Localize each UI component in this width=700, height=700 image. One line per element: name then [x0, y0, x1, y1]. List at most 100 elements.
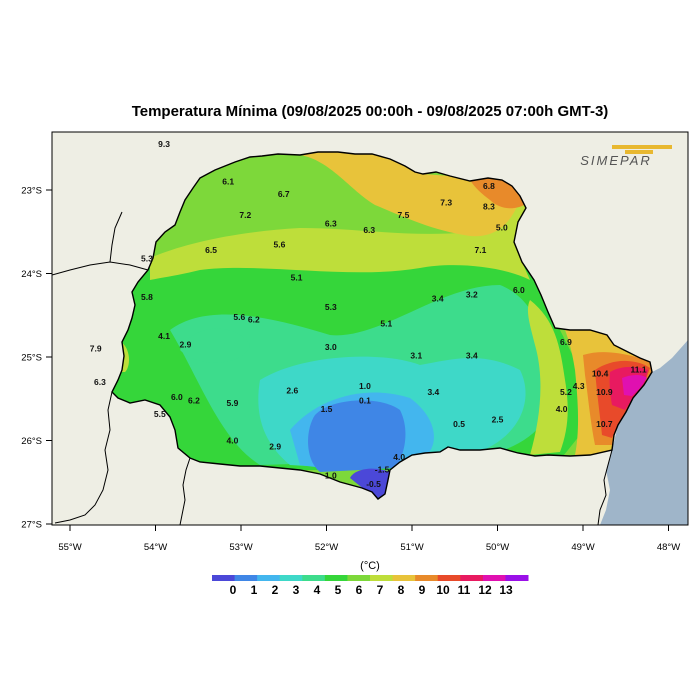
- station-value-label: 9.3: [158, 139, 170, 149]
- station-value-label: 0.1: [359, 395, 371, 405]
- station-value-label: 6.3: [325, 218, 337, 228]
- station-value-label: 4.1: [158, 331, 170, 341]
- station-value-label: 6.8: [483, 181, 495, 191]
- legend-tick-label: 6: [356, 583, 363, 597]
- simepar-logo: SIMEPAR: [580, 145, 672, 168]
- legend-tick-label: 8: [398, 583, 405, 597]
- station-value-label: 6.0: [171, 392, 183, 402]
- station-value-label: 6.9: [560, 337, 572, 347]
- lon-tick-label: 55°W: [58, 542, 81, 553]
- legend-tick-label: 9: [419, 583, 426, 597]
- station-value-label: 5.6: [274, 239, 286, 249]
- lon-tick-label: 54°W: [144, 542, 167, 553]
- lon-tick-label: 50°W: [486, 542, 509, 553]
- ocean: [600, 340, 688, 525]
- station-value-label: 2.5: [492, 415, 504, 425]
- legend-color-swatch: [257, 575, 281, 581]
- station-value-label: 3.4: [432, 294, 444, 304]
- station-value-label: -0.5: [366, 479, 381, 489]
- station-value-label: 6.1: [222, 177, 234, 187]
- legend-tick-label: 10: [436, 583, 450, 597]
- legend-tick-label: 11: [458, 583, 471, 597]
- station-value-label: 6.2: [248, 314, 260, 324]
- legend-tick-label: 12: [478, 583, 492, 597]
- station-value-label: 5.3: [325, 302, 337, 312]
- station-value-label: 4.0: [556, 404, 568, 414]
- station-value-label: 3.1: [410, 350, 422, 360]
- station-value-label: 3.4: [427, 387, 439, 397]
- legend-tick-label: 7: [377, 583, 384, 597]
- legend-tick-label: 0: [230, 583, 237, 597]
- station-value-label: 6.2: [188, 395, 200, 405]
- lon-tick-label: 49°W: [571, 542, 594, 553]
- station-value-label: 2.9: [180, 339, 192, 349]
- station-value-label: 5.9: [227, 398, 239, 408]
- station-value-label: 5.5: [154, 409, 166, 419]
- station-value-label: 7.9: [90, 344, 102, 354]
- station-value-label: 6.7: [278, 189, 290, 199]
- station-value-label: 5.2: [560, 387, 572, 397]
- parana-state-outline: [111, 151, 653, 500]
- legend-color-swatch: [302, 575, 326, 581]
- legend-color-swatch: [212, 575, 236, 581]
- station-value-label: 1.0: [325, 471, 337, 481]
- station-value-label: 4.0: [227, 436, 239, 446]
- station-value-label: 3.4: [466, 350, 478, 360]
- legend-color-swatch: [437, 575, 461, 581]
- station-value-label: 1.5: [321, 404, 333, 414]
- station-value-label: 5.8: [141, 292, 153, 302]
- station-value-label: 11.1: [631, 365, 647, 375]
- map-frame: [51, 131, 689, 526]
- map-title: Temperatura Mínima (09/08/2025 00:00h - …: [131, 103, 609, 120]
- station-value-label: 5.6: [233, 312, 245, 322]
- legend-unit: (°C): [360, 560, 380, 572]
- station-value-label: 5.1: [380, 319, 392, 329]
- legend-color-swatch: [370, 575, 394, 581]
- station-value-label: 2.6: [286, 385, 298, 395]
- legend-tick-label: 2: [272, 583, 279, 597]
- lon-tick-label: 52°W: [315, 542, 338, 553]
- station-value-label: 6.5: [205, 245, 217, 255]
- station-value-label: 4.3: [573, 381, 585, 391]
- map-axes: 55°W 54°W 53°W 52°W 51°W 50°W 49°W 48°W 23°S 24°S…: [21, 186, 680, 554]
- lat-tick-label: 24°S: [21, 269, 42, 280]
- station-value-label: 10.9: [596, 387, 613, 397]
- legend-color-swatch: [482, 575, 506, 581]
- station-value-label: 7.1: [474, 245, 486, 255]
- station-value-label: 8.3: [483, 202, 495, 212]
- station-value-label: 7.2: [239, 210, 251, 220]
- station-value-label: 1.0: [359, 381, 371, 391]
- station-value-label: 3.0: [325, 342, 337, 352]
- legend-color-swatch: [347, 575, 371, 581]
- station-value-label: 5.3: [141, 253, 153, 263]
- station-value-label: 10.4: [592, 369, 609, 379]
- station-value-label: 6.3: [363, 225, 375, 235]
- legend-color-swatch: [324, 575, 348, 581]
- legend-color-swatch: [234, 575, 258, 581]
- legend-tick-label: 5: [335, 583, 342, 597]
- legend-color-swatch: [505, 575, 529, 581]
- lon-tick-label: 53°W: [229, 542, 252, 553]
- station-value-label: 3.2: [466, 289, 478, 299]
- legend-tick-label: 4: [314, 583, 321, 597]
- legend-color-swatch: [392, 575, 416, 581]
- station-value-label: 0.5: [453, 419, 465, 429]
- neighbor-borders: [52, 211, 613, 525]
- station-value-label: 5.1: [291, 273, 303, 283]
- legend-tick-label: 13: [499, 583, 513, 597]
- logo-text: SIMEPAR: [580, 153, 652, 168]
- station-value-label: 7.3: [440, 198, 452, 208]
- station-value-label: 7.5: [398, 210, 410, 220]
- station-value-label: 4.0: [393, 452, 405, 462]
- station-value-label: 6.0: [513, 285, 525, 295]
- station-value-label: 2.9: [269, 441, 281, 451]
- lat-tick-label: 23°S: [21, 186, 42, 197]
- lat-tick-label: 27°S: [21, 520, 42, 531]
- station-value-label: 10.7: [596, 419, 613, 429]
- station-value-label: 6.3: [94, 377, 106, 387]
- legend-color-swatch: [460, 575, 484, 581]
- color-legend: (°C)0 1 2 3 4 5 6 7 8 9 10 11 12 13: [212, 560, 529, 597]
- lat-tick-label: 25°S: [21, 353, 42, 364]
- lat-tick-label: 26°S: [21, 436, 42, 447]
